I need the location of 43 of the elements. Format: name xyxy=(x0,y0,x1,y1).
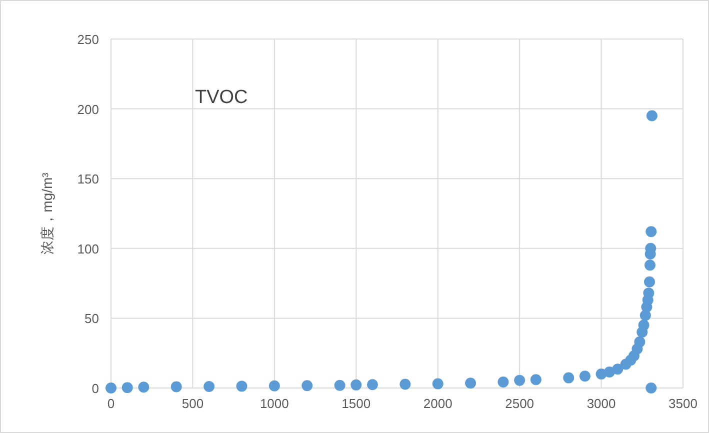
point xyxy=(432,378,444,390)
x-tick-label: 500 xyxy=(182,396,204,411)
point xyxy=(644,276,655,288)
point xyxy=(170,381,182,392)
point xyxy=(268,380,280,392)
y-axis-title: 浓度，mg/m³ xyxy=(39,172,55,254)
point xyxy=(334,380,346,391)
point xyxy=(634,336,646,348)
point xyxy=(646,382,657,394)
x-tick-label: 0 xyxy=(107,396,115,411)
y-tick-label: 250 xyxy=(77,32,99,47)
y-tick-label: 100 xyxy=(77,241,99,256)
point xyxy=(638,320,650,331)
point xyxy=(122,382,133,394)
y-tick-label: 150 xyxy=(77,172,99,187)
y-tick-label: 0 xyxy=(92,381,99,396)
point xyxy=(204,380,215,392)
point xyxy=(236,380,248,392)
point xyxy=(530,374,542,386)
point xyxy=(106,382,116,394)
point xyxy=(612,364,624,375)
point xyxy=(366,379,378,390)
point xyxy=(563,372,574,384)
y-tick-label: 50 xyxy=(84,311,99,326)
x-tick-label: 1000 xyxy=(260,396,289,411)
point xyxy=(498,376,509,388)
point xyxy=(646,110,658,122)
point xyxy=(302,380,313,392)
x-tick-label: 3000 xyxy=(586,396,616,411)
point xyxy=(350,379,362,390)
point xyxy=(138,382,150,393)
point xyxy=(400,378,411,390)
x-tick-label: 3500 xyxy=(668,396,698,411)
point xyxy=(644,260,656,271)
x-tick-label: 2000 xyxy=(423,396,452,411)
point xyxy=(646,226,657,238)
annotation: TVOC xyxy=(195,87,248,108)
x-tick-label: 1500 xyxy=(342,396,371,411)
point xyxy=(465,378,476,389)
point xyxy=(514,374,526,386)
point xyxy=(579,370,590,382)
x-tick-label: 2500 xyxy=(505,396,534,411)
y-tick-label: 200 xyxy=(77,102,99,117)
